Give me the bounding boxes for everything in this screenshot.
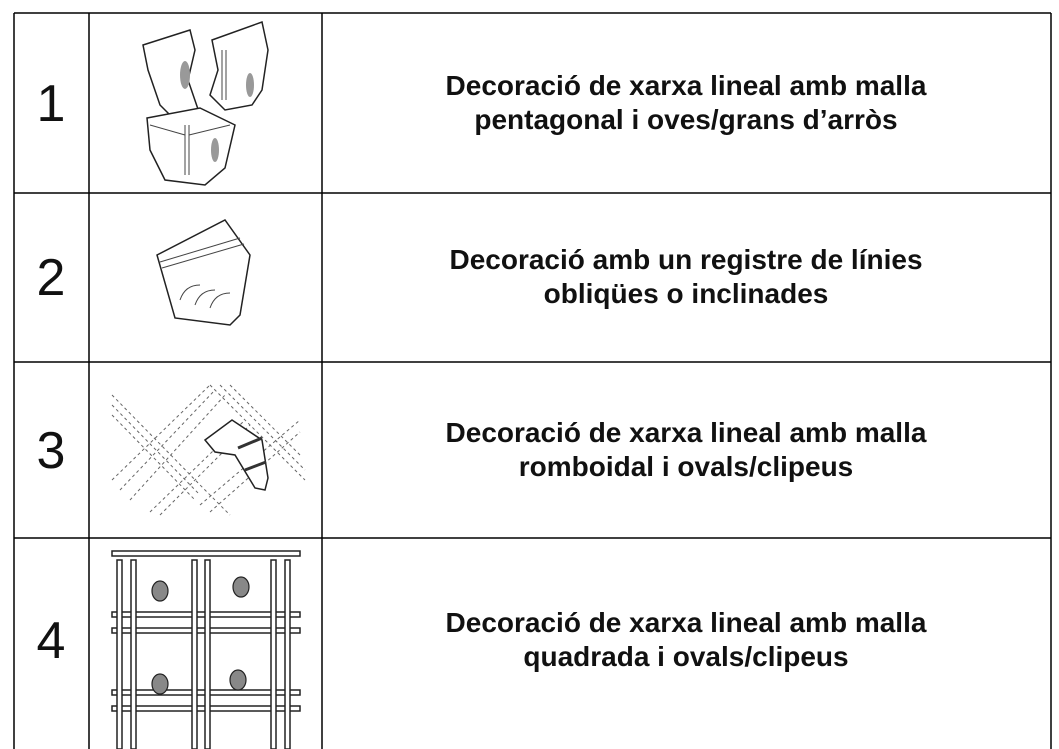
row-number: 1	[37, 75, 66, 133]
row-description: obliqües o inclinades	[544, 278, 829, 309]
sherd-drawing	[142, 21, 269, 186]
table-grid	[13, 12, 1052, 749]
row-description: Decoració de xarxa lineal amb malla	[446, 417, 927, 448]
row-number: 4	[37, 612, 66, 670]
grid-drawing	[111, 550, 301, 749]
row-description: Decoració de xarxa lineal amb malla	[446, 607, 927, 638]
row-description: romboidal i ovals/clipeus	[519, 451, 854, 482]
row-description: quadrada i ovals/clipeus	[523, 641, 848, 672]
row-number: 2	[37, 249, 66, 307]
sherd-drawing	[156, 219, 251, 326]
row-description: Decoració amb un registre de línies	[449, 244, 922, 275]
pattern-drawing	[111, 384, 306, 516]
row-number: 3	[37, 422, 66, 480]
row-description: pentagonal i oves/grans d’arròs	[474, 104, 897, 135]
row-description: Decoració de xarxa lineal amb malla	[446, 70, 927, 101]
